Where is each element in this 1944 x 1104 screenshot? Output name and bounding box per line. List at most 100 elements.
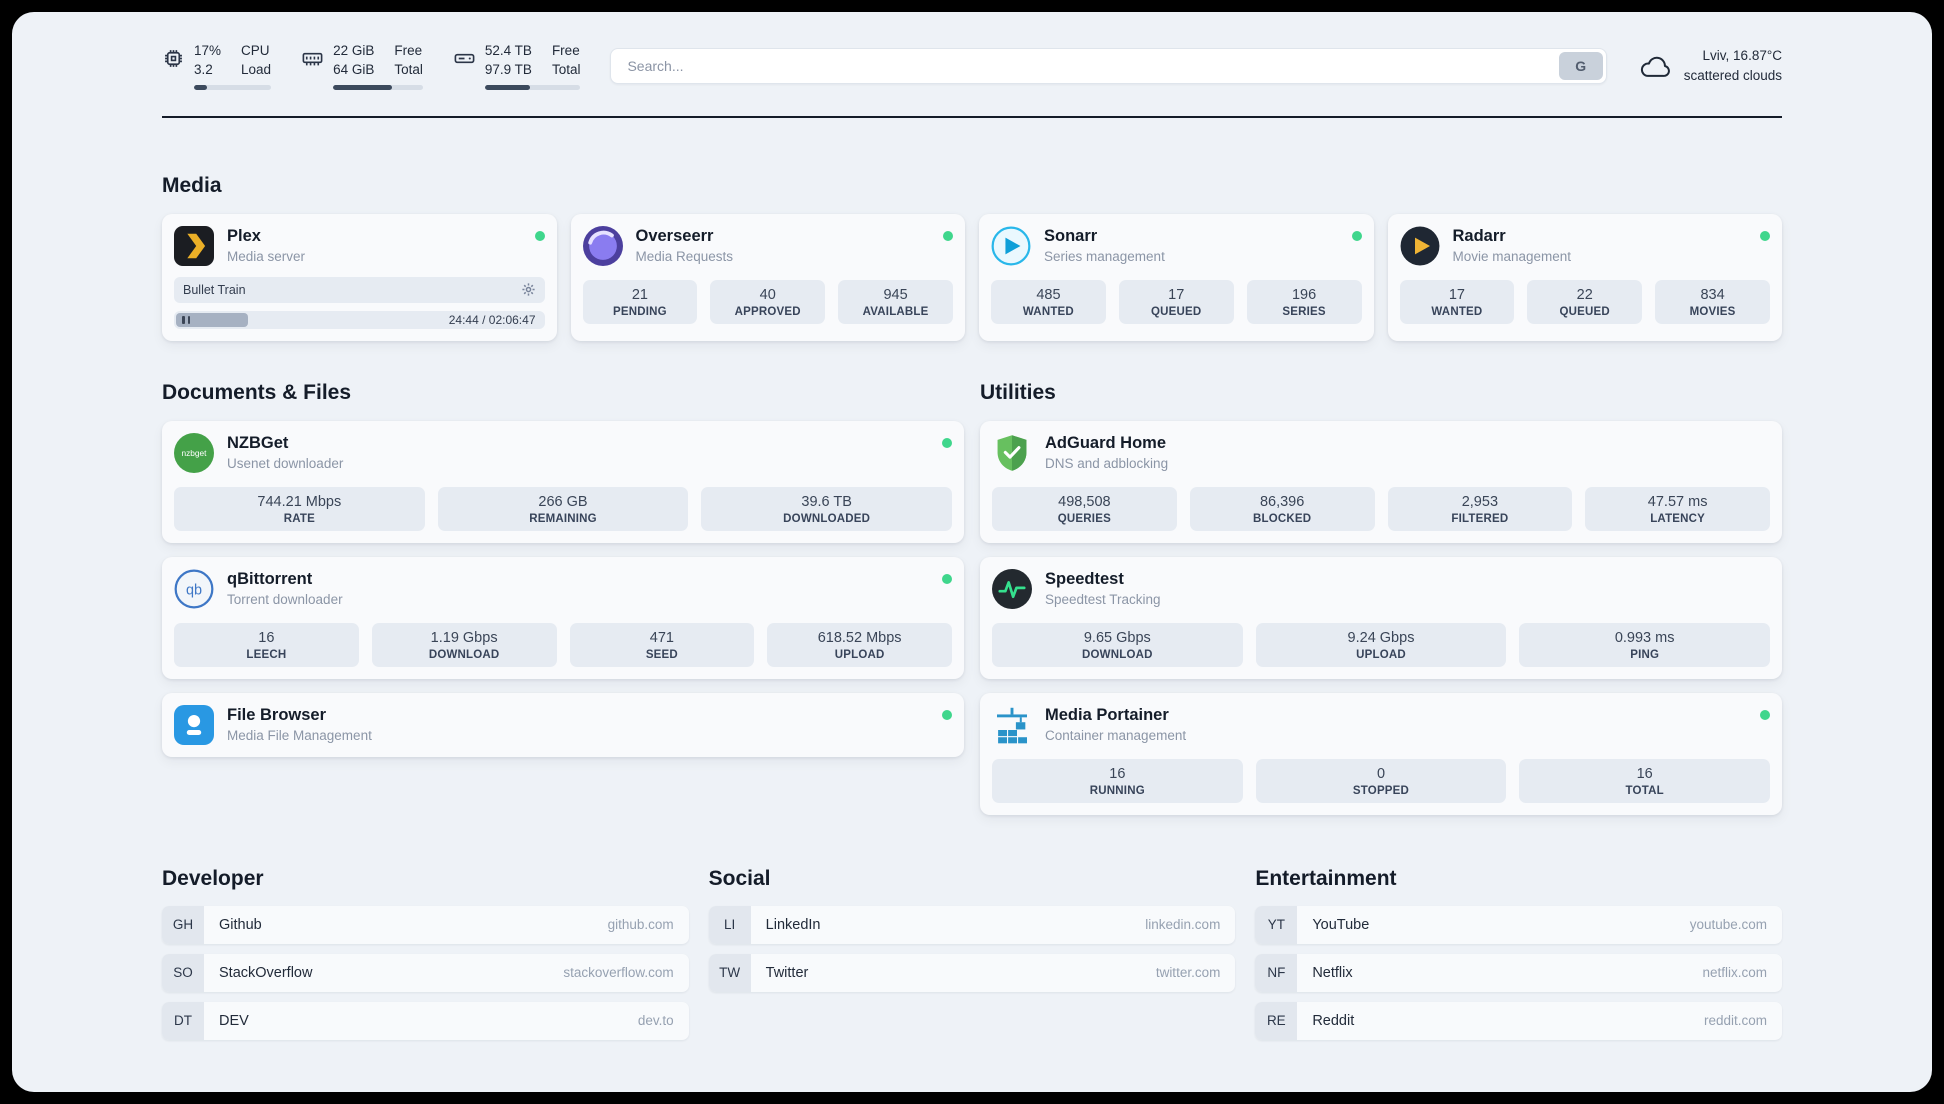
stat: 39.6 TB DOWNLOADED [701, 486, 952, 531]
bookmark-netflix[interactable]: NF Netflix netflix.com [1255, 953, 1782, 992]
stat: 744.21 Mbps RATE [174, 486, 425, 531]
service-link[interactable]: AdGuard Home DNS and adblocking [992, 433, 1770, 473]
stat-value: 0 [1376, 765, 1386, 782]
stat-value: 16 [1109, 765, 1126, 782]
stat: 16 RUNNING [992, 758, 1243, 803]
stat-label: BLOCKED [1252, 512, 1312, 525]
app-desc: Media File Management [227, 728, 372, 744]
svg-text:qb: qb [186, 582, 202, 598]
stat-label: DOWNLOAD [428, 648, 500, 661]
stat-label: DOWNLOADED [783, 512, 871, 525]
stat-value: 86,396 [1259, 493, 1305, 510]
disk-label-bottom: Total [551, 61, 581, 77]
stat: 40 APPROVED [710, 279, 826, 324]
status-online-dot [1351, 230, 1362, 241]
stat: 0 STOPPED [1255, 758, 1507, 803]
status-online-dot [1760, 709, 1770, 720]
stat: 16 LEECH [174, 622, 359, 667]
stats-row: 9.65 Gbps DOWNLOAD 9.24 Gbps UPLOAD 0.993 … [992, 622, 1770, 667]
section-title-documents: Documents & Files [162, 380, 352, 404]
service-card-sonarr: Sonarr Series management 485 WANTED 17 QUE… [979, 213, 1374, 341]
portainer-icon [992, 705, 1032, 745]
service-link[interactable]: qb qBittorrent Torrent downloader [174, 569, 952, 609]
memory-total: 64 GiB [333, 61, 375, 77]
bookmark-abbr: DT [162, 1001, 204, 1040]
service-link[interactable]: Overseerr Media Requests [582, 225, 953, 266]
svg-text:nzbget: nzbget [181, 448, 207, 458]
status-online-dot [942, 709, 952, 720]
stats-row: 498,508 QUERIES 86,396 BLOCKED 2,953 FILTER… [992, 486, 1770, 531]
stat-label: QUEUED [1559, 305, 1610, 318]
stat-value: 744.21 Mbps [257, 493, 342, 510]
cpu-labels: CPU Load [241, 42, 271, 80]
service-link[interactable]: File Browser Media File Management [174, 704, 952, 745]
disk-label-top: Free [551, 43, 580, 58]
bookmark-dev[interactable]: DT DEV dev.to [162, 1001, 689, 1040]
stat: 471 SEED [569, 622, 755, 667]
bookmark-name: StackOverflow [219, 964, 313, 981]
bookmark-reddit[interactable]: RE Reddit reddit.com [1255, 1001, 1782, 1040]
stat: 21 PENDING [582, 279, 698, 324]
service-link[interactable]: Sonarr Series management [991, 226, 1362, 266]
bookmark-github[interactable]: GH Github github.com [162, 905, 689, 944]
memory-values: 22 GiB 64 GiB [333, 42, 374, 80]
cpu-bar [194, 84, 272, 90]
service-link[interactable]: Radarr Movie management [1400, 226, 1770, 266]
filebrowser-icon [174, 704, 214, 745]
service-link[interactable]: Speedtest Speedtest Tracking [992, 568, 1770, 609]
stat-value: 471 [649, 629, 674, 646]
stat-value: 16 [1636, 765, 1653, 782]
utilities-column: Utilities AdGuard Home DNS and adblockin… [980, 381, 1782, 815]
cpu-label-bottom: Load [241, 61, 272, 77]
now-playing-row: Bullet Train [174, 276, 545, 303]
stat-value: 9.65 Gbps [1083, 629, 1151, 646]
stat-label: UPLOAD [1356, 648, 1406, 661]
memory-free: 22 GiB [333, 43, 375, 58]
service-card-overseerr: Overseerr Media Requests 21 PENDING 40 APP… [570, 213, 965, 341]
disk-total: 97.9 TB [484, 61, 532, 77]
stat-value: 21 [631, 286, 648, 303]
stat-value: 0.993 ms [1614, 629, 1675, 646]
bookmark-abbr: SO [162, 953, 204, 992]
cloud-icon [1637, 52, 1673, 80]
bookmark-twitter[interactable]: TW Twitter twitter.com [708, 953, 1236, 992]
stat: 9.24 Gbps UPLOAD [1255, 622, 1507, 667]
stat-value: 22 [1576, 286, 1593, 303]
stat-label: WANTED [1431, 305, 1483, 318]
stat-label: MOVIES [1689, 305, 1736, 318]
bookmark-youtube[interactable]: YT YouTube youtube.com [1255, 905, 1782, 944]
pause-icon[interactable] [176, 312, 249, 327]
app-name: Radarr [1452, 227, 1506, 246]
status-online-dot [942, 573, 952, 584]
stat-label: DOWNLOAD [1082, 648, 1153, 661]
service-card-filebrowser: File Browser Media File Management [162, 692, 964, 757]
stat-label: QUEUED [1151, 305, 1202, 318]
service-link[interactable]: Plex Media server [174, 225, 545, 266]
service-link[interactable]: nzbget NZBGet Usenet downloader [174, 432, 952, 473]
stat-label: PING [1630, 648, 1660, 661]
stat-value: 17 [1448, 286, 1465, 303]
bookmark-domain: twitter.com [1155, 965, 1221, 981]
app-name: File Browser [227, 706, 327, 725]
stat-label: TOTAL [1625, 784, 1664, 797]
memory-label-top: Free [394, 43, 423, 58]
speedtest-icon [992, 568, 1032, 609]
bookmark-stackoverflow[interactable]: SO StackOverflow stackoverflow.com [162, 953, 689, 992]
stats-row: 17 WANTED 22 QUEUED 834 MOVIES [1399, 279, 1770, 324]
search-input[interactable] [611, 48, 1556, 83]
bookmark-linkedin[interactable]: LI LinkedIn linkedin.com [708, 905, 1236, 944]
bookmark-domain: youtube.com [1689, 917, 1767, 933]
search-provider-button[interactable]: G [1558, 51, 1603, 80]
memory-icon [301, 47, 324, 70]
stat: 834 MOVIES [1655, 279, 1770, 324]
app-name: Speedtest [1045, 570, 1124, 589]
app-desc: Speedtest Tracking [1045, 592, 1161, 608]
stat: 196 SERIES [1246, 279, 1362, 324]
bookmark-abbr: YT [1255, 905, 1298, 944]
stat: 1.19 Gbps DOWNLOAD [371, 622, 557, 667]
playback-progress-bar[interactable]: 24:44 / 02:06:47 [174, 310, 545, 329]
gear-icon[interactable] [521, 282, 536, 297]
bookmark-name: YouTube [1312, 916, 1370, 933]
media-card-grid: Plex Media server Bullet Train 24:44 / 0… [162, 213, 1782, 341]
service-link[interactable]: Media Portainer Container management [992, 705, 1770, 745]
